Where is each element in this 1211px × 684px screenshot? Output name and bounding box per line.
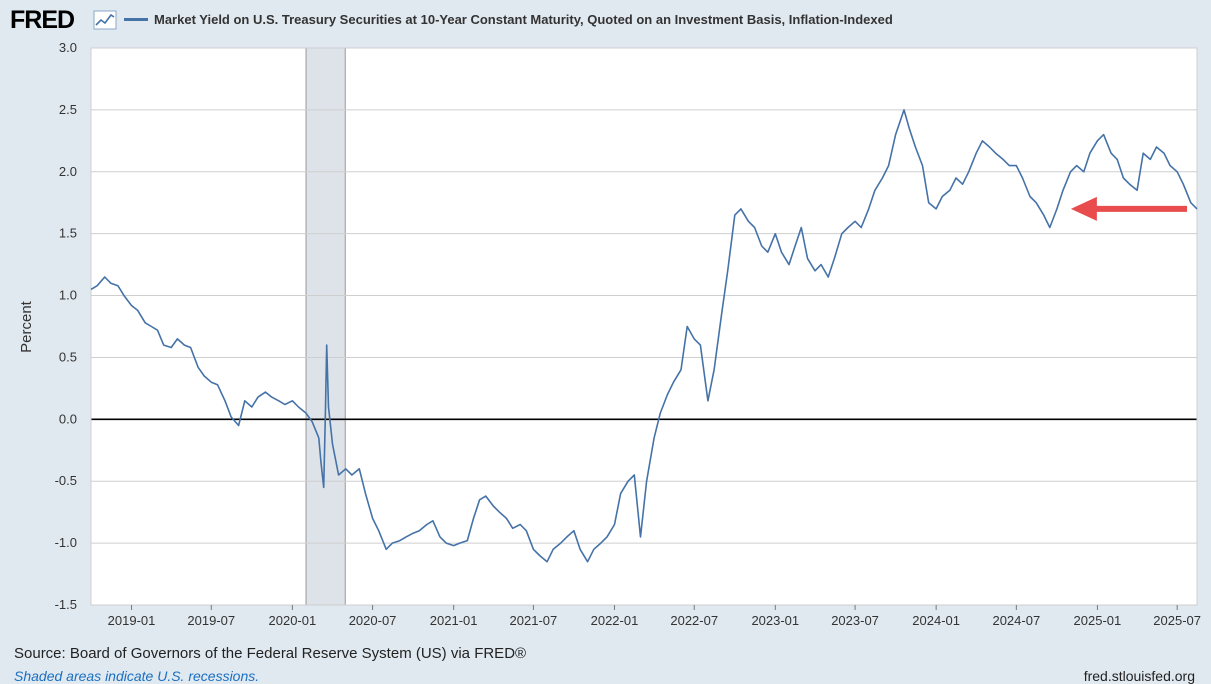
x-tick-label: 2023-01	[751, 613, 799, 628]
grid-layer	[90, 47, 1198, 606]
x-tick-label: 2021-01	[430, 613, 478, 628]
y-tick-label: 1.0	[59, 288, 77, 303]
x-tick-label: 2020-07	[349, 613, 397, 628]
chart-header: FRED Market Yield on U.S. Treasury Secur…	[0, 0, 1211, 40]
y-tick-label: -1.0	[55, 535, 77, 550]
x-tick-label: 2022-07	[670, 613, 718, 628]
x-tick-label: 2023-07	[831, 613, 879, 628]
x-tick-label: 2025-07	[1153, 613, 1201, 628]
y-tick-label: -1.5	[55, 597, 77, 612]
recession-band	[306, 48, 346, 605]
arrow-head	[1070, 196, 1097, 221]
x-tick-label: 2022-01	[591, 613, 639, 628]
plot-area	[91, 48, 1197, 605]
x-tick-label: 2019-01	[108, 613, 156, 628]
legend: Market Yield on U.S. Treasury Securities…	[124, 12, 893, 27]
y-axis-title: Percent	[18, 300, 35, 353]
footer-url[interactable]: fred.stlouisfed.org	[1083, 668, 1195, 684]
legend-label: Market Yield on U.S. Treasury Securities…	[154, 12, 893, 27]
y-tick-label: 1.5	[59, 226, 77, 241]
y-tick-label: -0.5	[55, 473, 77, 488]
x-tick-label: 2025-01	[1074, 613, 1122, 628]
y-tick-label: 3.0	[59, 40, 77, 55]
y-tick-label: 0.0	[59, 411, 77, 426]
x-tick-label: 2019-07	[187, 613, 235, 628]
plot-frame	[90, 47, 1198, 606]
chart: 3.0 2.5 2.0 1.5 1.0 0.5 0.0 -0.5 -1.0 -1.5 2019-0…	[18, 40, 1201, 628]
x-tick-label: 2020-01	[269, 613, 317, 628]
fred-logo[interactable]: FRED	[10, 6, 75, 34]
y-tick-label: 2.0	[59, 164, 77, 179]
footer-source: Source: Board of Governors of the Federa…	[14, 645, 527, 662]
y-tick-label: 2.5	[59, 102, 77, 117]
series-line[interactable]	[90, 109, 1198, 563]
recession-layer	[305, 48, 346, 605]
x-axis: 2019-01 2019-07 2020-01 2020-07 2021-01 2021-…	[108, 605, 1201, 628]
x-tick-label: 2021-07	[510, 613, 558, 628]
x-tick-label: 2024-01	[912, 613, 960, 628]
y-tick-label: 0.5	[59, 349, 77, 364]
legend-swatch	[124, 18, 148, 21]
x-tick-label: 2024-07	[992, 613, 1040, 628]
footer-recession-note[interactable]: Shaded areas indicate U.S. recessions.	[14, 668, 260, 684]
y-axis: 3.0 2.5 2.0 1.5 1.0 0.5 0.0 -0.5 -1.0 -1.5	[55, 40, 77, 612]
graph-icon	[93, 10, 117, 30]
annotation-arrow	[1070, 196, 1187, 221]
